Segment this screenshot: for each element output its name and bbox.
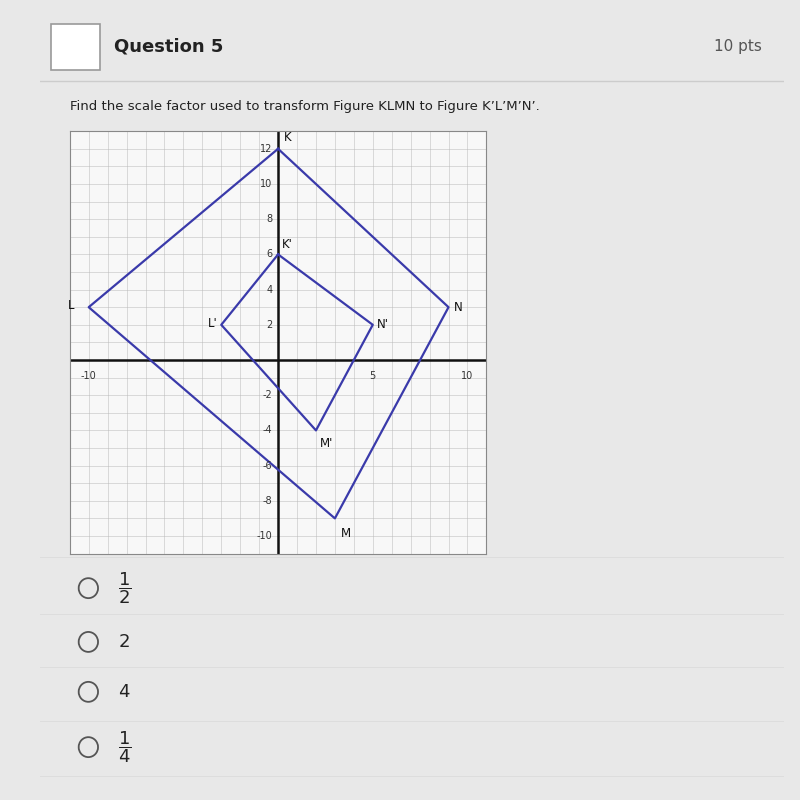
Text: 6: 6 xyxy=(266,250,272,259)
Text: N: N xyxy=(454,301,463,314)
Text: 10: 10 xyxy=(462,370,474,381)
Text: 12: 12 xyxy=(260,144,272,154)
Text: $\dfrac{1}{4}$: $\dfrac{1}{4}$ xyxy=(118,730,131,765)
Text: -8: -8 xyxy=(262,496,272,506)
Text: K: K xyxy=(284,130,291,143)
Text: Question 5: Question 5 xyxy=(114,38,224,56)
Text: L: L xyxy=(68,299,74,312)
Text: N': N' xyxy=(377,318,389,331)
Text: 4: 4 xyxy=(266,285,272,294)
Text: -6: -6 xyxy=(262,461,272,470)
Text: 2: 2 xyxy=(266,320,272,330)
Text: -10: -10 xyxy=(257,531,272,541)
Text: -2: -2 xyxy=(262,390,272,400)
Text: $4$: $4$ xyxy=(118,683,130,701)
Text: -4: -4 xyxy=(262,426,272,435)
Text: L': L' xyxy=(208,317,218,330)
Text: $\dfrac{1}{2}$: $\dfrac{1}{2}$ xyxy=(118,570,131,606)
Text: K': K' xyxy=(282,238,293,251)
FancyBboxPatch shape xyxy=(51,24,99,70)
Text: 10: 10 xyxy=(260,179,272,189)
Text: 8: 8 xyxy=(266,214,272,224)
Text: M: M xyxy=(341,527,350,540)
Text: -10: -10 xyxy=(81,370,97,381)
Text: 10 pts: 10 pts xyxy=(714,39,762,54)
Text: 5: 5 xyxy=(370,370,376,381)
Text: M': M' xyxy=(320,438,333,450)
Text: $2$: $2$ xyxy=(118,633,130,651)
Text: Find the scale factor used to transform Figure KLMN to Figure K’L’M’N’.: Find the scale factor used to transform … xyxy=(70,101,539,114)
